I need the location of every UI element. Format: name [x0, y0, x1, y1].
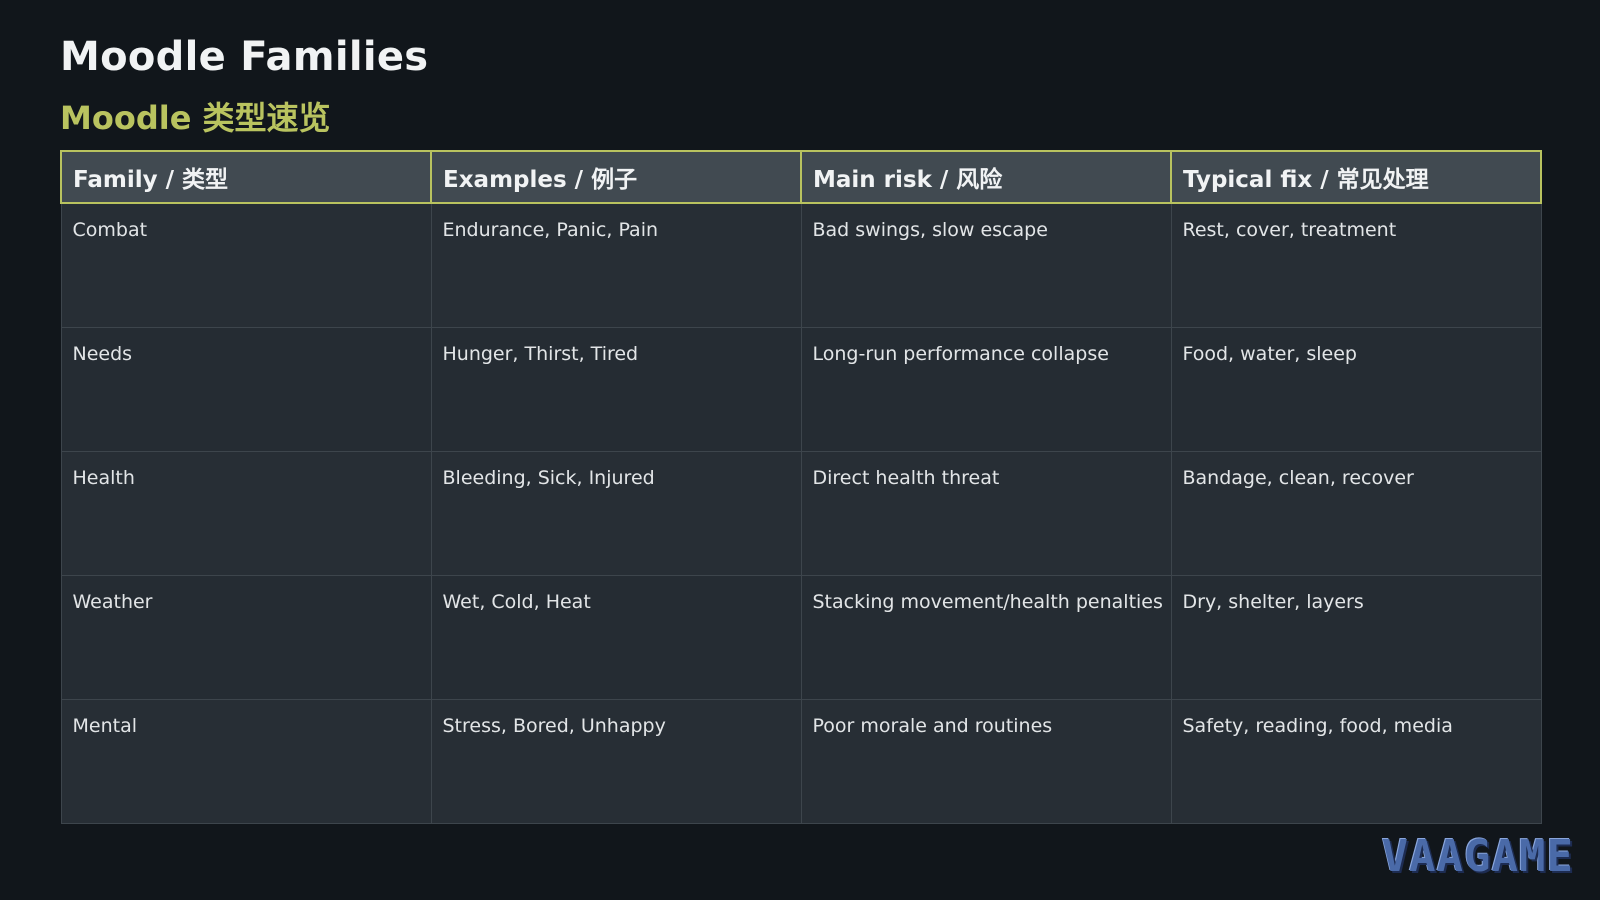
- header-main-risk: Main risk / 风险: [800, 150, 1172, 204]
- cell-main-risk: Poor morale and routines: [800, 698, 1172, 824]
- cell-typical-fix: Safety, reading, food, media: [1170, 698, 1542, 824]
- cell-family: Needs: [60, 326, 432, 452]
- table-row: Combat Endurance, Panic, Pain Bad swings…: [60, 202, 1542, 328]
- cell-family: Combat: [60, 202, 432, 328]
- table-header-row: Family / 类型 Examples / 例子 Main risk / 风险…: [60, 150, 1542, 204]
- header-typical-fix: Typical fix / 常见处理: [1170, 150, 1542, 204]
- cell-examples: Wet, Cold, Heat: [430, 574, 802, 700]
- cell-main-risk: Long-run performance collapse: [800, 326, 1172, 452]
- cell-main-risk: Direct health threat: [800, 450, 1172, 576]
- cell-family: Mental: [60, 698, 432, 824]
- cell-examples: Stress, Bored, Unhappy: [430, 698, 802, 824]
- table-row: Needs Hunger, Thirst, Tired Long-run per…: [60, 326, 1542, 452]
- page-subtitle: Moodle 类型速览: [60, 99, 331, 137]
- cell-main-risk: Bad swings, slow escape: [800, 202, 1172, 328]
- header-family: Family / 类型: [60, 150, 432, 204]
- table-row: Mental Stress, Bored, Unhappy Poor moral…: [60, 698, 1542, 824]
- vaagame-logo: VAAGAME: [1381, 831, 1574, 882]
- cell-typical-fix: Food, water, sleep: [1170, 326, 1542, 452]
- table-row: Weather Wet, Cold, Heat Stacking movemen…: [60, 574, 1542, 700]
- header-examples: Examples / 例子: [430, 150, 802, 204]
- moodle-families-table: Family / 类型 Examples / 例子 Main risk / 风险…: [60, 150, 1542, 824]
- cell-main-risk: Stacking movement/health penalties: [800, 574, 1172, 700]
- cell-examples: Bleeding, Sick, Injured: [430, 450, 802, 576]
- cell-family: Weather: [60, 574, 432, 700]
- cell-typical-fix: Dry, shelter, layers: [1170, 574, 1542, 700]
- table-row: Health Bleeding, Sick, Injured Direct he…: [60, 450, 1542, 576]
- cell-typical-fix: Bandage, clean, recover: [1170, 450, 1542, 576]
- page-title: Moodle Families: [60, 34, 429, 80]
- cell-typical-fix: Rest, cover, treatment: [1170, 202, 1542, 328]
- cell-examples: Endurance, Panic, Pain: [430, 202, 802, 328]
- cell-examples: Hunger, Thirst, Tired: [430, 326, 802, 452]
- cell-family: Health: [60, 450, 432, 576]
